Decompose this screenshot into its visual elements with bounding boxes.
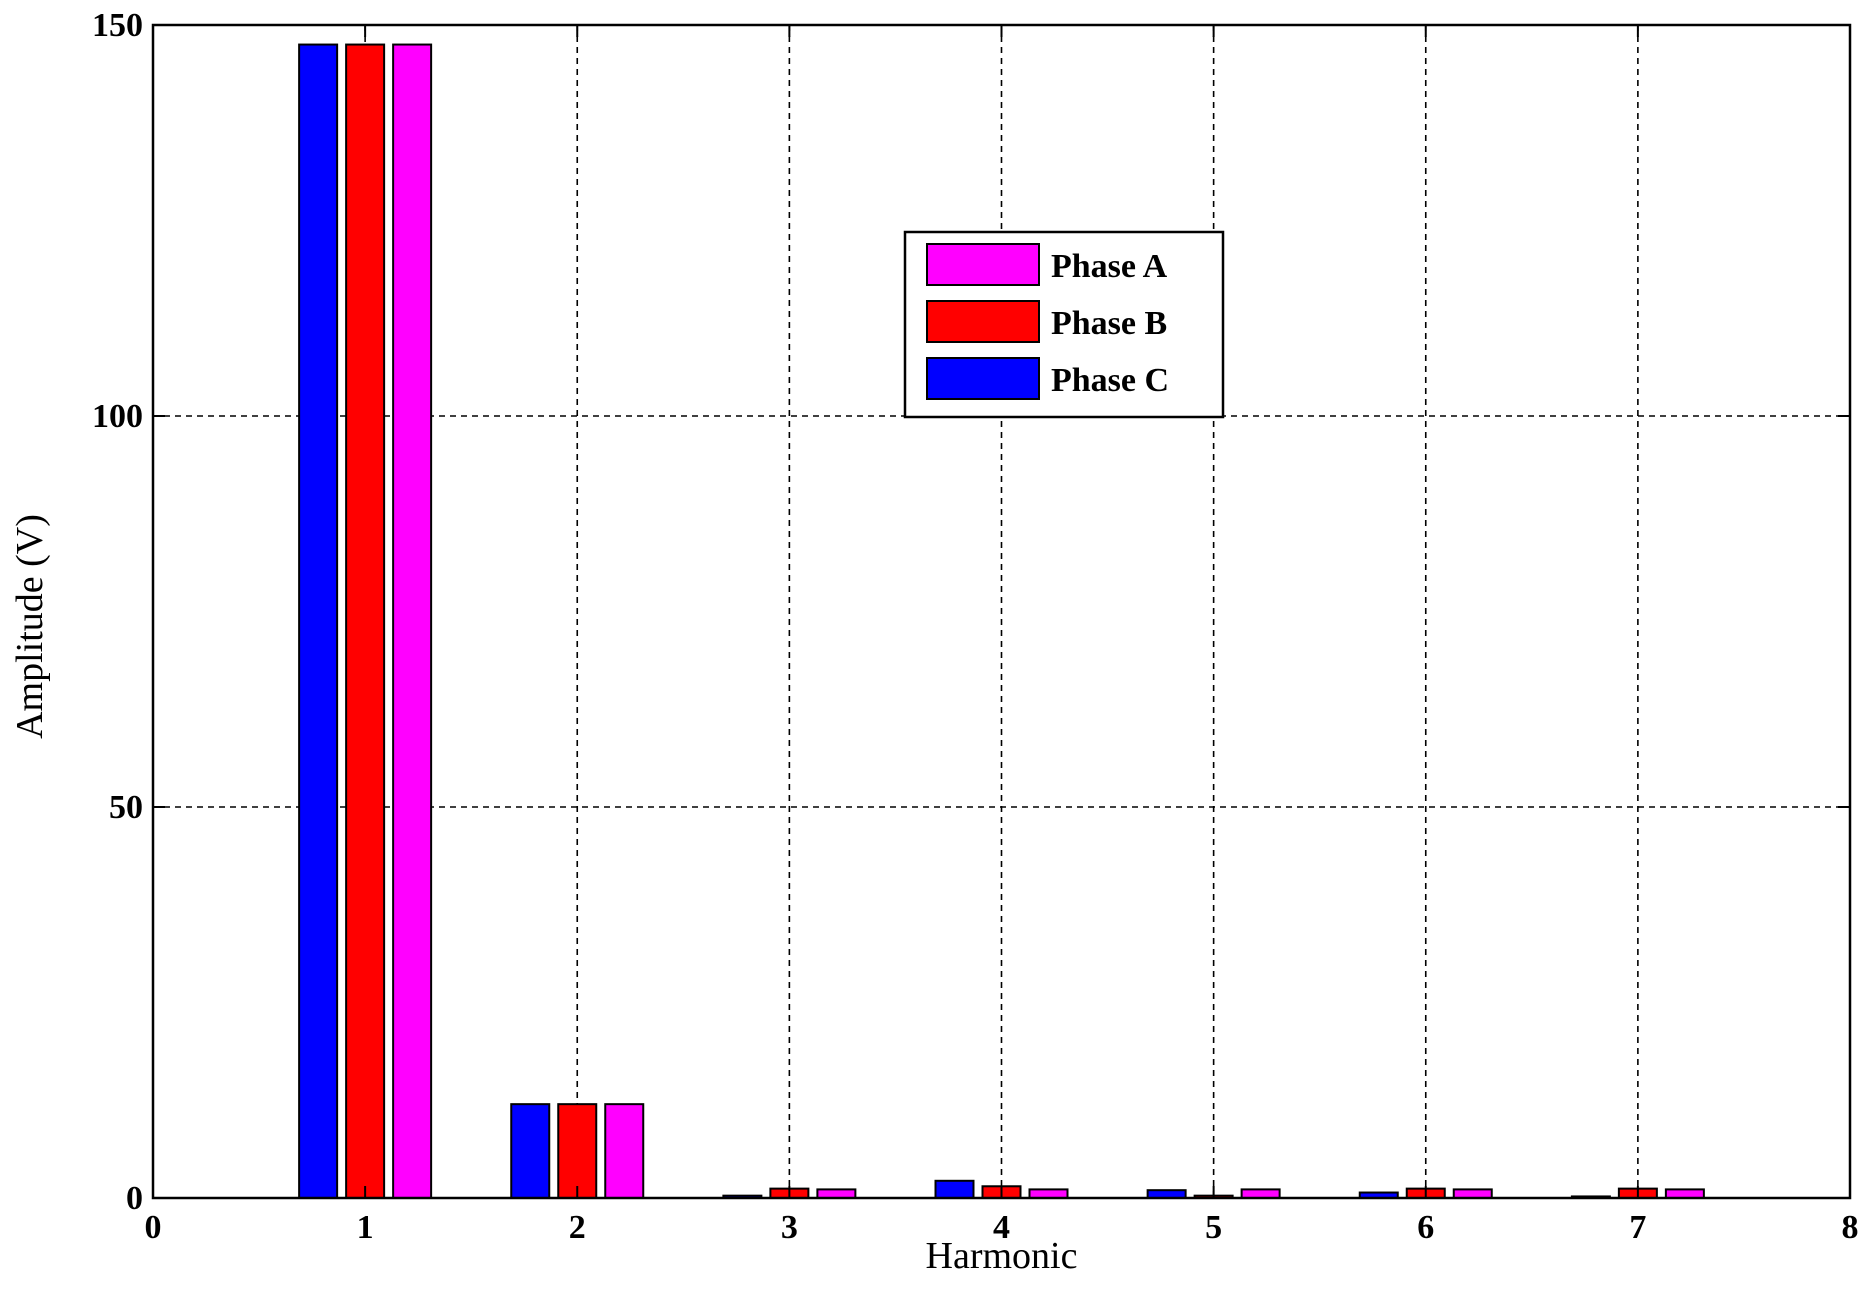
- bar-phase-c-h2: [510, 1103, 551, 1200]
- x-tick-label: 1: [357, 1209, 374, 1246]
- bar-phase-a-h1: [392, 43, 433, 1199]
- y-tick-label: 100: [92, 398, 143, 435]
- legend-swatch-phase-a: [926, 243, 1040, 286]
- bar-phase-c-h1: [298, 43, 339, 1199]
- legend-label-phase-a: Phase A: [1051, 248, 1168, 285]
- x-tick-label: 2: [569, 1209, 586, 1246]
- y-tick-label: 150: [92, 7, 143, 44]
- x-tick-label: 6: [1417, 1209, 1434, 1246]
- bar-phase-a-h6: [1452, 1188, 1493, 1199]
- y-axis-title: Amplitude (V): [9, 514, 51, 739]
- x-axis-title: Harmonic: [926, 1235, 1078, 1277]
- x-tick-label: 5: [1205, 1209, 1222, 1246]
- x-tick-label: 4: [993, 1209, 1010, 1246]
- bar-phase-a-h7: [1664, 1188, 1705, 1199]
- bar-phase-a-h4: [1028, 1188, 1069, 1199]
- bar-phase-b-h1: [345, 43, 386, 1199]
- legend-label-phase-c: Phase C: [1051, 362, 1169, 399]
- y-tick-label: 50: [109, 789, 143, 826]
- axis-ticks: [152, 24, 1851, 1199]
- x-tick-label: 0: [145, 1209, 162, 1246]
- bar-phase-c-h4: [934, 1179, 975, 1200]
- bar-phase-b-h2: [557, 1103, 598, 1200]
- x-tick-label: 7: [1629, 1209, 1646, 1246]
- bar-phase-a-h2: [604, 1103, 645, 1200]
- tick-labels: 0 1 2 3 4 5 6 7 8 0 50 100 150: [92, 7, 1859, 1246]
- bars-group: [298, 43, 1705, 1200]
- y-tick-label: 0: [126, 1180, 143, 1217]
- legend-label-phase-b: Phase B: [1051, 305, 1167, 342]
- bar-phase-a-h3: [816, 1188, 857, 1199]
- legend-swatch-phase-c: [926, 357, 1040, 400]
- bar-phase-a-h5: [1240, 1188, 1281, 1199]
- x-tick-label: 8: [1842, 1209, 1859, 1246]
- x-tick-label: 3: [781, 1209, 798, 1246]
- legend-swatch-phase-b: [926, 300, 1040, 343]
- legend: Phase A Phase B Phase C: [903, 230, 1225, 419]
